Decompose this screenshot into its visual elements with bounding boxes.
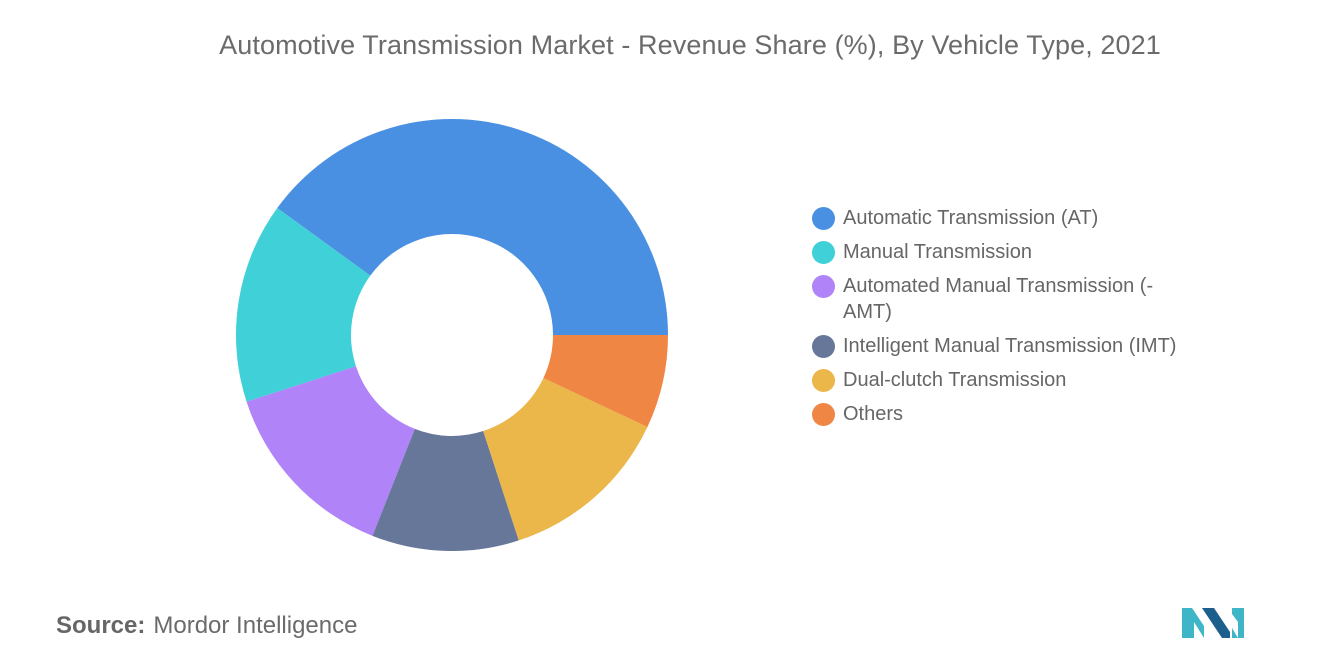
legend-swatch [812,275,835,298]
donut-slice-4 [372,428,519,552]
legend-label: Dual-clutch Transmission [843,369,1067,391]
donut-slice-3 [246,366,415,536]
logo-shape-right [1232,608,1244,638]
logo-shape-left [1182,608,1204,638]
legend-swatch [812,207,835,230]
donut-slice-6 [543,335,668,427]
chart-title: Automotive Transmission Market - Revenue… [219,30,1161,60]
mordor-intelligence-logo-icon [1182,608,1244,638]
source-label: Source: [56,612,146,639]
legend-item: Automated Manual Transmission (-AMT) [812,273,1202,325]
donut-slice-5 [483,378,648,541]
legend-label: Automated Manual Transmission (-AMT) [843,275,1154,323]
legend-swatch [812,369,835,392]
legend-swatch [812,335,835,358]
donut-slice-2 [236,208,371,402]
legend-item: Dual-clutch Transmission [812,367,1202,393]
legend-label: Automatic Transmission (AT) [843,207,1099,229]
source-note: Source: Mordor Intelligence [56,612,357,640]
legend-item: Others [812,401,1202,427]
logo-shape-middle [1202,608,1230,638]
donut-slice-1 [277,118,668,335]
legend-label: Intelligent Manual Transmission (IMT) [843,335,1177,357]
chart-legend: Automatic Transmission (AT) Manual Trans… [812,205,1202,435]
legend-swatch [812,241,835,264]
legend-item: Intelligent Manual Transmission (IMT) [812,333,1202,359]
legend-swatch [812,403,835,426]
legend-label: Others [843,403,904,425]
legend-item: Manual Transmission [812,239,1202,265]
legend-label: Manual Transmission [843,241,1032,263]
legend-item: Automatic Transmission (AT) [812,205,1202,231]
source-text: Mordor Intelligence [153,612,358,639]
